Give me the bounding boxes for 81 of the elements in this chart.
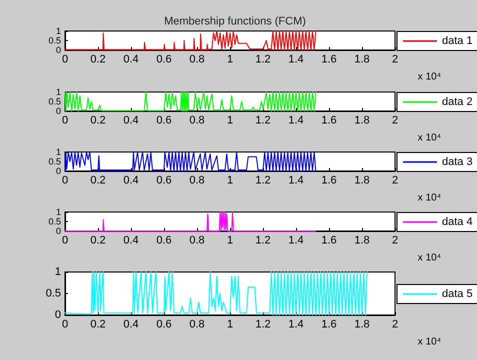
x-tick-label: 1.4 <box>288 174 304 186</box>
y-tick-label: 0.5 <box>48 36 61 46</box>
y-tick-label: 0 <box>56 106 61 116</box>
x-tick-label: 0.4 <box>123 174 139 186</box>
x-tick-label: 1.2 <box>255 114 271 126</box>
x-tick-label: 0.4 <box>123 318 139 330</box>
text: x 10⁴ <box>418 252 442 264</box>
x-tick-label: 0.8 <box>189 114 205 126</box>
line-series <box>64 30 316 50</box>
legend-label: data 2 <box>442 96 473 108</box>
x-tick-label: 1 <box>226 54 234 66</box>
y-tick-label: 0 <box>54 309 61 321</box>
x-tick-label: 1.8 <box>354 174 370 186</box>
x-tick-label: 0.6 <box>156 54 172 66</box>
y-tick-label: 1 <box>56 207 61 217</box>
x-tick-label: 1 <box>226 234 234 246</box>
text: x 10⁴ <box>418 132 442 144</box>
x-tick-label: 2 <box>392 234 398 246</box>
x-tick-label: 1 <box>226 114 234 126</box>
x-tick-label: 1.6 <box>321 54 337 66</box>
y-tick-label: 1 <box>56 147 61 157</box>
x-tick-label: 1.8 <box>354 54 370 66</box>
x-tick-label: 2 <box>392 54 398 66</box>
x-tick-label: 1.2 <box>255 174 271 186</box>
y-tick-label: 0 <box>56 226 61 236</box>
legend-label: data 5 <box>442 288 473 300</box>
x-tick-label: 1.8 <box>354 318 370 330</box>
y-tick-label: 1 <box>56 87 61 97</box>
x-tick-label: 0.8 <box>189 234 205 246</box>
x-tick-label: 1.4 <box>288 114 304 126</box>
y-tick-label: 1 <box>56 26 61 36</box>
legend-label: data 4 <box>442 216 473 228</box>
x-tick-label: 1 <box>226 174 234 186</box>
chart-title: Membership functions (FCM) <box>164 16 306 28</box>
x-tick-label: 1.8 <box>354 234 370 246</box>
x-tick-label: 1.2 <box>255 54 271 66</box>
x-tick-label: 1.2 <box>255 234 271 246</box>
x-tick-label: 0.4 <box>123 114 139 126</box>
x-tick-label: 1.4 <box>288 54 304 66</box>
x-tick-label: 0.4 <box>123 54 139 66</box>
text: x 10⁴ <box>418 72 442 82</box>
legend-label: data 3 <box>442 156 473 168</box>
x-tick-label: 2 <box>392 318 398 330</box>
x-tick-label: 0.2 <box>90 174 106 186</box>
legend-label: data 1 <box>442 35 473 47</box>
text: x 10⁴ <box>418 192 442 204</box>
x-tick-label: 0.2 <box>90 54 106 66</box>
x-tick-label: 0.8 <box>189 54 205 66</box>
y-tick-label: 0 <box>56 45 61 55</box>
x-tick-label: 1.6 <box>321 114 337 126</box>
text: x 10⁴ <box>418 336 442 348</box>
x-tick-label: 1.6 <box>321 234 337 246</box>
line-series <box>64 212 316 232</box>
x-tick-label: 0.2 <box>90 114 106 126</box>
line-series <box>64 92 316 112</box>
x-tick-label: 1.4 <box>288 234 304 246</box>
x-tick-label: 0.8 <box>189 318 205 330</box>
x-tick-label: 1.2 <box>255 318 271 330</box>
y-tick-label: 0.5 <box>46 288 61 300</box>
x-tick-label: 0.4 <box>123 234 139 246</box>
x-tick-label: 0.6 <box>156 174 172 186</box>
y-tick-label: 0.5 <box>48 156 61 166</box>
x-tick-label: 0.6 <box>156 234 172 246</box>
x-tick-label: 1 <box>226 318 234 330</box>
x-tick-label: 0.2 <box>90 318 106 330</box>
x-tick-label: 2 <box>392 174 398 186</box>
x-tick-label: 1.4 <box>288 318 304 330</box>
line-series <box>64 152 316 172</box>
x-tick-label: 1.6 <box>321 318 337 330</box>
x-tick-label: 1.8 <box>354 114 370 126</box>
x-tick-label: 1.6 <box>321 174 337 186</box>
x-tick-label: 0.2 <box>90 234 106 246</box>
x-tick-label: 0.6 <box>156 318 172 330</box>
x-tick-label: 0.6 <box>156 114 172 126</box>
x-tick-label: 2 <box>392 114 398 126</box>
y-tick-label: 0 <box>56 166 61 176</box>
x-tick-label: 0.8 <box>189 174 205 186</box>
y-tick-label: 1 <box>54 266 61 278</box>
y-tick-label: 0.5 <box>48 216 61 226</box>
line-series <box>64 272 368 316</box>
y-tick-label: 0.5 <box>48 96 61 106</box>
